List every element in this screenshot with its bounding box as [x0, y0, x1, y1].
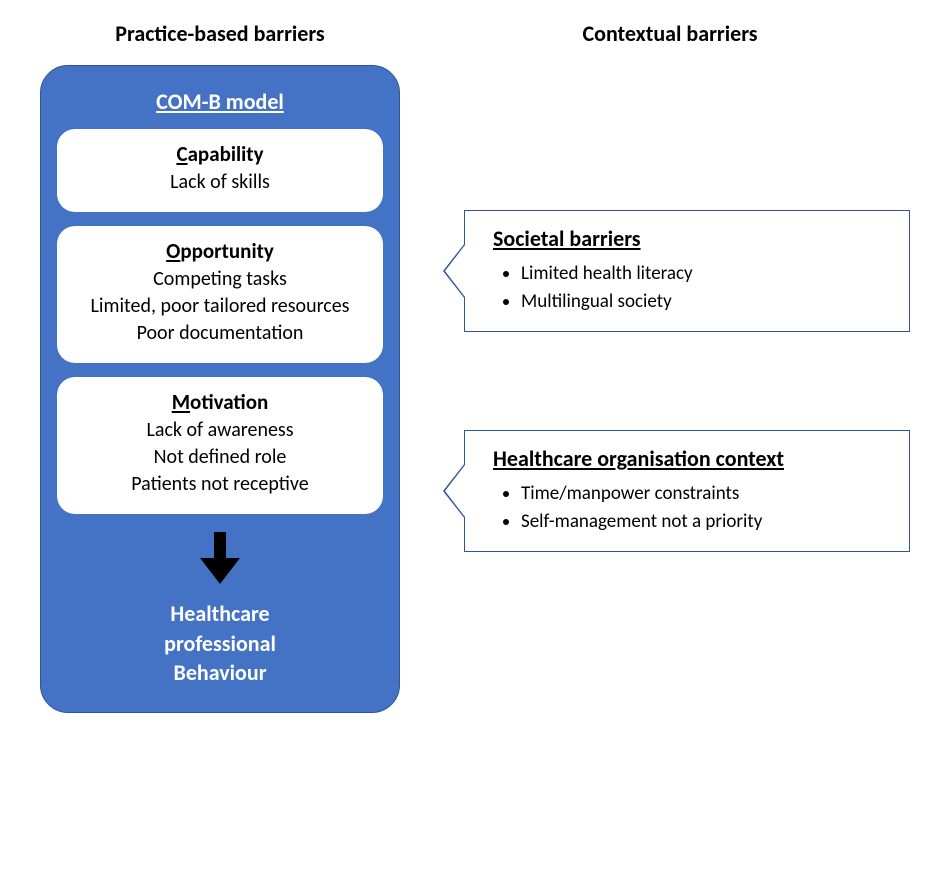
- opportunity-head-underlined: O: [166, 238, 180, 264]
- capability-head-rest: apability: [188, 141, 264, 167]
- societal-item-1: Multilingual society: [521, 288, 889, 316]
- outcome-label: Healthcare professional Behaviour: [164, 599, 276, 688]
- motivation-card-body: Lack of awareness Not defined role Patie…: [73, 417, 367, 498]
- motivation-head-underlined: M: [172, 389, 190, 415]
- capability-card-body: Lack of skills: [73, 169, 367, 196]
- right-section-title: Contextual barriers: [430, 20, 910, 47]
- healthcare-org-callout-title: Healthcare organisation context: [493, 445, 889, 472]
- opportunity-line-0: Competing tasks: [73, 266, 367, 293]
- motivation-line-2: Patients not receptive: [73, 471, 367, 498]
- opportunity-card-body: Competing tasks Limited, poor tailored r…: [73, 266, 367, 347]
- healthcare-org-callout-list: Time/manpower constraints Self-managemen…: [493, 480, 889, 535]
- opportunity-card-head: Opportunity: [73, 238, 367, 264]
- healthcare-org-item-1: Self-management not a priority: [521, 508, 889, 536]
- motivation-card: Motivation Lack of awareness Not defined…: [57, 377, 383, 514]
- healthcare-org-item-0: Time/manpower constraints: [521, 480, 889, 508]
- comb-panel: COM-B model Capability Lack of skills Op…: [40, 65, 400, 713]
- opportunity-line-2: Poor documentation: [73, 320, 367, 347]
- outcome-line-0: Healthcare: [164, 599, 276, 629]
- capability-head-underlined: C: [176, 141, 187, 167]
- left-section-title: Practice-based barriers: [40, 20, 400, 47]
- opportunity-card: Opportunity Competing tasks Limited, poo…: [57, 226, 383, 363]
- societal-callout-list: Limited health literacy Multilingual soc…: [493, 260, 889, 315]
- opportunity-head-rest: pportunity: [180, 238, 274, 264]
- arrow-down-icon: [200, 532, 240, 589]
- motivation-card-head: Motivation: [73, 389, 367, 415]
- capability-card: Capability Lack of skills: [57, 129, 383, 212]
- opportunity-line-1: Limited, poor tailored resources: [73, 293, 367, 320]
- societal-barriers-callout: Societal barriers Limited health literac…: [464, 210, 910, 332]
- capability-card-head: Capability: [73, 141, 367, 167]
- comb-panel-title: COM-B model: [156, 88, 284, 115]
- motivation-line-0: Lack of awareness: [73, 417, 367, 444]
- outcome-line-2: Behaviour: [164, 658, 276, 688]
- societal-callout-title: Societal barriers: [493, 225, 889, 252]
- capability-line-0: Lack of skills: [73, 169, 367, 196]
- motivation-line-1: Not defined role: [73, 444, 367, 471]
- healthcare-org-callout: Healthcare organisation context Time/man…: [464, 430, 910, 552]
- practice-barriers-column: Practice-based barriers COM-B model Capa…: [40, 20, 400, 713]
- societal-item-0: Limited health literacy: [521, 260, 889, 288]
- motivation-head-rest: otivation: [190, 389, 268, 415]
- outcome-line-1: professional: [164, 629, 276, 659]
- contextual-barriers-column: Contextual barriers Societal barriers Li…: [430, 20, 910, 65]
